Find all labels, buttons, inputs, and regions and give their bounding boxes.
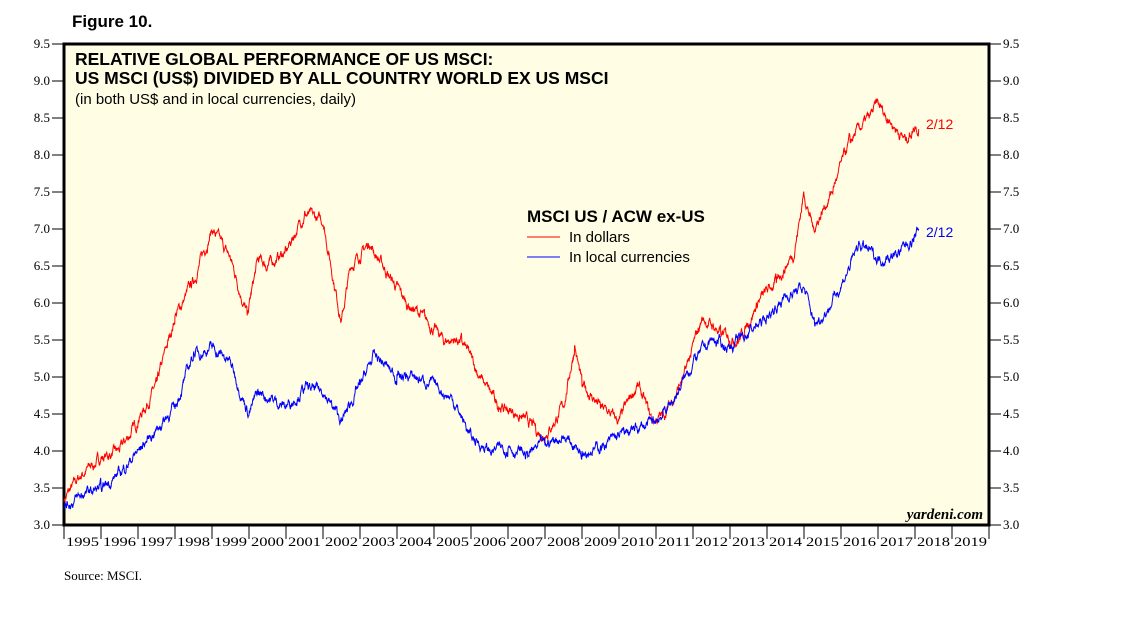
y-tick-label-left: 7.5	[34, 184, 50, 199]
y-tick-label-left: 9.5	[34, 36, 50, 51]
x-tick-label: 2010	[621, 534, 654, 549]
y-tick-label-left: 4.5	[34, 406, 50, 421]
x-tick-label: 2012	[695, 534, 728, 549]
y-tick-label-right: 6.5	[1003, 258, 1019, 273]
x-tick-label: 2016	[843, 534, 877, 549]
source-note: Source: MSCI.	[64, 568, 142, 583]
x-tick-label: 1995	[66, 534, 99, 549]
y-tick-label-right: 9.0	[1003, 73, 1019, 88]
series-line-dollars	[63, 98, 920, 503]
y-tick-label-left: 4.0	[34, 443, 50, 458]
legend-label-local: In local currencies	[569, 249, 690, 266]
chart-subtitle: (in both US$ and in local currencies, da…	[75, 91, 356, 108]
y-tick-label-right: 5.5	[1003, 332, 1019, 347]
x-tick-label: 2019	[954, 534, 987, 549]
x-tick-label: 2009	[584, 534, 617, 549]
x-tick-label: 1996	[103, 534, 137, 549]
x-tick-label: 2018	[917, 534, 950, 549]
x-tick-label: 2000	[251, 534, 284, 549]
y-tick-label-right: 9.5	[1003, 36, 1019, 51]
x-tick-label: 2015	[806, 534, 839, 549]
y-tick-label-right: 8.5	[1003, 110, 1019, 125]
figure-label: Figure 10.	[72, 12, 153, 31]
y-tick-label-right: 4.5	[1003, 406, 1019, 421]
y-tick-label-left: 5.5	[34, 332, 50, 347]
x-tick-label: 2003	[362, 534, 395, 549]
y-tick-label-left: 6.0	[34, 295, 50, 310]
y-tick-label-left: 5.0	[34, 369, 50, 384]
chart-title-line2: US MSCI (US$) DIVIDED BY ALL COUNTRY WOR…	[75, 68, 608, 88]
end-label-local: 2/12	[926, 224, 953, 240]
y-tick-label-left: 3.0	[34, 517, 50, 532]
series-line-local	[63, 226, 920, 510]
y-tick-label-right: 8.0	[1003, 147, 1019, 162]
x-tick-label: 2011	[658, 534, 691, 549]
x-tick-label: 2005	[436, 534, 469, 549]
x-tick-label: 1999	[214, 534, 247, 549]
end-label-dollars: 2/12	[926, 116, 953, 132]
plot-area	[62, 42, 991, 527]
x-tick-label: 2013	[732, 534, 765, 549]
x-tick-label: 2001	[288, 534, 321, 549]
y-tick-label-right: 5.0	[1003, 369, 1019, 384]
y-tick-label-left: 8.5	[34, 110, 50, 125]
y-tick-label-left: 6.5	[34, 258, 50, 273]
y-tick-label-left: 9.0	[34, 73, 50, 88]
y-tick-label-right: 6.0	[1003, 295, 1019, 310]
y-tick-label-left: 8.0	[34, 147, 50, 162]
watermark: yardeni.com	[905, 507, 983, 523]
y-tick-label-right: 3.0	[1003, 517, 1019, 532]
x-tick-label: 1997	[140, 534, 174, 549]
y-tick-label-left: 3.5	[34, 480, 50, 495]
chart-title: RELATIVE GLOBAL PERFORMANCE OF US MSCI:	[75, 49, 493, 69]
y-tick-label-right: 4.0	[1003, 443, 1019, 458]
y-tick-label-right: 7.0	[1003, 221, 1019, 236]
x-tick-label: 2014	[769, 534, 803, 549]
x-tick-label: 1998	[177, 534, 210, 549]
x-tick-label: 2006	[473, 534, 507, 549]
x-tick-label: 2007	[510, 534, 544, 549]
legend-title: MSCI US / ACW ex-US	[527, 207, 705, 226]
legend-label-dollars: In dollars	[569, 229, 630, 246]
y-tick-label-right: 7.5	[1003, 184, 1019, 199]
x-tick-label: 2004	[399, 534, 433, 549]
x-tick-label: 2008	[547, 534, 580, 549]
x-tick-label: 2017	[880, 534, 914, 549]
x-tick-label: 2002	[325, 534, 358, 549]
y-tick-label-left: 7.0	[34, 221, 50, 236]
y-tick-label-right: 3.5	[1003, 480, 1019, 495]
